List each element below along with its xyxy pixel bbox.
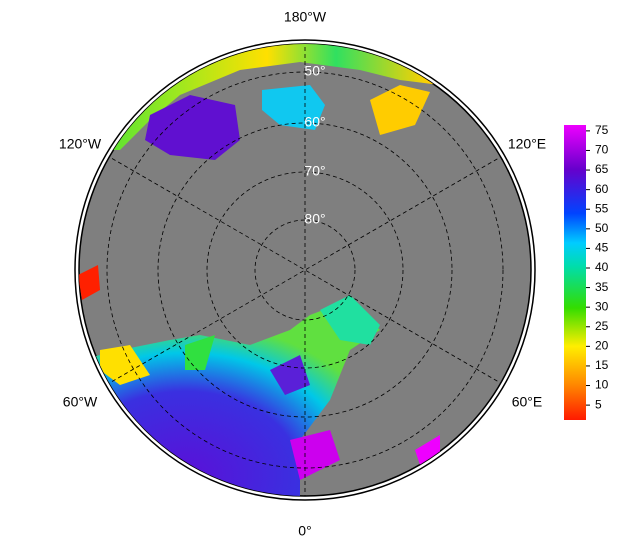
colorbar-tick-label: 60 (595, 182, 609, 196)
latitude-label: 60° (304, 114, 325, 130)
globe (74, 39, 536, 501)
colorbar-tick-label: 45 (595, 241, 609, 255)
colorbar-tick-label: 5 (595, 397, 602, 411)
colorbar-tick-label: 40 (595, 260, 609, 274)
colorbar-tick-label: 65 (595, 162, 609, 176)
colorbar-tick-label: 50 (595, 221, 609, 235)
longitude-label: 120°W (59, 136, 102, 152)
colorbar-tick-label: 10 (595, 378, 609, 392)
latitude-circle (157, 122, 453, 418)
colorbar-tick-label: 75 (595, 123, 609, 137)
colorbar-tick-label: 30 (595, 299, 609, 313)
latitude-label: 50° (304, 63, 325, 79)
colorbar-tick-label: 15 (595, 358, 609, 372)
colorbar-tick-label: 25 (595, 319, 609, 333)
colorbar-tick-label: 20 (595, 339, 609, 353)
okhotsk-field (262, 85, 325, 130)
barents-field (320, 295, 380, 345)
colorbar: 5 10 15 20 25 30 35 40 45 50 55 60 65 70 75 (564, 123, 609, 420)
longitude-label: 60°E (512, 394, 543, 410)
latitude-circle (206, 171, 404, 369)
labrador-field (185, 335, 215, 370)
north-sea-field (290, 430, 340, 480)
colorbar-ramp (564, 125, 586, 420)
longitude-label: 60°W (63, 394, 98, 410)
longitude-label: 0° (298, 523, 311, 539)
bering-field (145, 95, 240, 160)
longitude-label: 180°W (284, 9, 327, 25)
latitude-label: 80° (304, 211, 325, 227)
graticule (105, 44, 505, 496)
hudson-field (100, 345, 150, 385)
colorbar-tick-label: 35 (595, 280, 609, 294)
longitude-label: 120°E (508, 136, 546, 152)
colorbar-tick-label: 55 (595, 201, 609, 215)
hudson-bay-field (79, 265, 100, 300)
globe-outer-ring (74, 39, 536, 501)
japan-field (370, 85, 430, 135)
colorbar-tick-label: 70 (595, 143, 609, 157)
latitude-label: 70° (304, 163, 325, 179)
